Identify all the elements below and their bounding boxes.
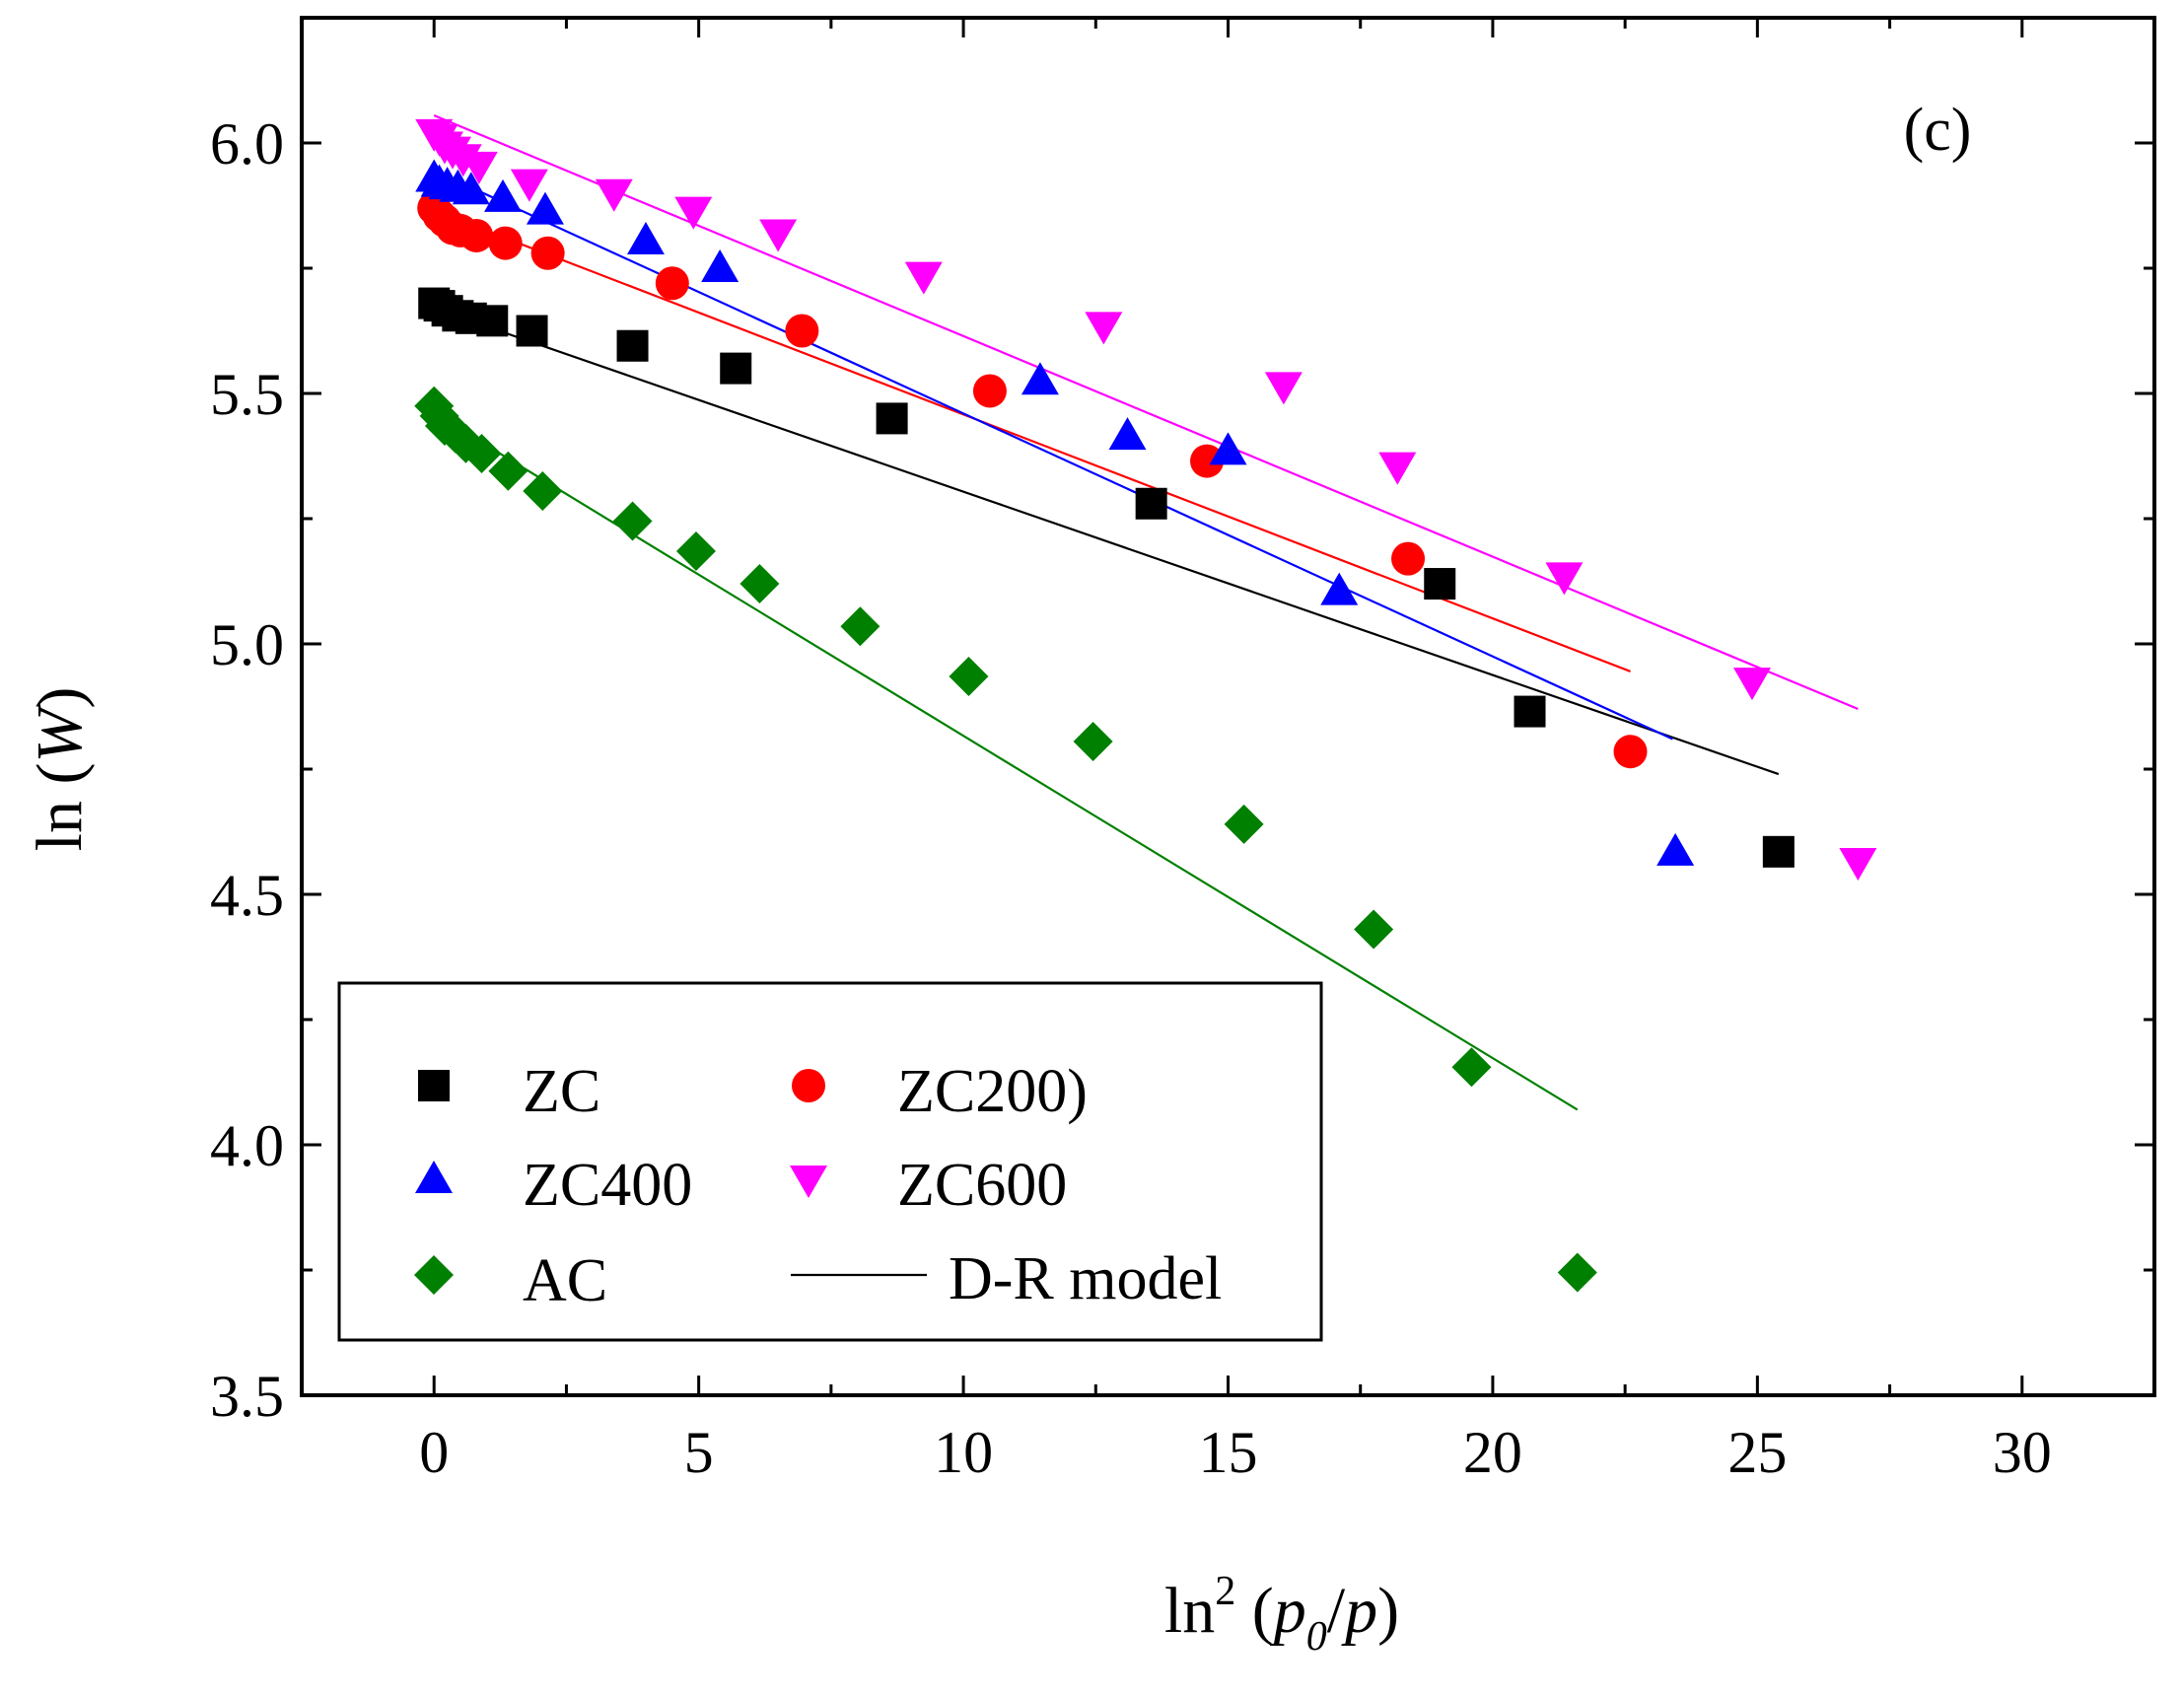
point-zc	[1424, 568, 1456, 601]
legend-label-zc200: ZC200)	[897, 1058, 1088, 1125]
y-tick-label: 5.5	[210, 362, 284, 427]
legend-label-zc: ZC	[523, 1058, 600, 1125]
point-zc600	[674, 196, 713, 230]
point-zc200	[972, 374, 1007, 408]
y-tick-label: 4.5	[210, 863, 284, 928]
point-zc600	[904, 261, 943, 295]
legend-label-zc600: ZC600	[897, 1152, 1067, 1219]
x-tick-label: 5	[684, 1420, 714, 1485]
point-zc200	[785, 314, 819, 348]
legend-label-dr-model: D-R model	[949, 1245, 1222, 1312]
point-ac	[840, 606, 881, 647]
x-tick-label: 0	[419, 1420, 449, 1485]
x-axis-label: ln2 (p0/p)	[1164, 1569, 1399, 1660]
point-zc600	[1839, 847, 1877, 881]
x-tick-label: 15	[1199, 1420, 1258, 1485]
fit-line-zc200	[433, 209, 1631, 672]
point-zc600	[459, 151, 498, 184]
point-zc600	[1378, 452, 1417, 485]
fit-line-zc400	[433, 169, 1673, 741]
x-tick-label: 20	[1463, 1420, 1522, 1485]
point-zc400	[626, 222, 665, 255]
point-ac	[1354, 909, 1394, 950]
point-zc	[476, 305, 509, 337]
point-ac	[1073, 722, 1113, 762]
x-tick-label: 10	[934, 1420, 993, 1485]
dr-model-fit-lines	[433, 114, 1859, 1111]
point-zc400	[452, 172, 490, 205]
series-zc400	[415, 159, 1695, 866]
point-zc	[1135, 487, 1167, 520]
point-zc600	[759, 219, 798, 252]
point-ac	[488, 451, 528, 491]
series-zc600	[415, 118, 1877, 881]
fit-line-zc600	[433, 114, 1859, 711]
point-zc	[876, 402, 908, 435]
point-zc	[616, 329, 649, 362]
point-zc400	[484, 178, 523, 212]
point-zc400	[1108, 417, 1147, 451]
point-zc	[720, 352, 752, 385]
legend-marker-zc200	[792, 1069, 825, 1102]
point-zc200	[530, 236, 565, 270]
point-ac	[523, 471, 563, 512]
point-zc400	[701, 249, 740, 282]
legend: ZC ZC200) ZC400 ZC600 AC D-R model	[337, 981, 1323, 1342]
legend-marker-zc	[418, 1070, 450, 1101]
legend-marker-zc400	[415, 1161, 453, 1193]
point-ac	[1451, 1047, 1492, 1088]
series-zc200	[417, 191, 1648, 769]
legend-label-zc400: ZC400	[523, 1152, 692, 1219]
point-zc	[1762, 835, 1795, 868]
point-zc	[516, 315, 548, 347]
point-zc200	[1391, 541, 1426, 576]
series-zc	[418, 287, 1795, 868]
legend-box	[337, 981, 1323, 1342]
point-zc600	[595, 178, 633, 212]
point-zc400	[1656, 832, 1695, 866]
point-zc200	[1190, 444, 1225, 478]
y-tick-label: 6.0	[210, 111, 284, 177]
legend-label-ac: AC	[523, 1247, 607, 1314]
series-ac	[414, 386, 1597, 1293]
point-zc	[1514, 695, 1546, 728]
point-zc200	[488, 226, 523, 260]
point-ac	[1557, 1252, 1597, 1293]
point-zc600	[1545, 562, 1584, 596]
point-ac	[949, 657, 989, 697]
data-points	[414, 118, 1877, 1293]
y-tick-label: 3.5	[210, 1364, 284, 1429]
point-zc200	[1613, 735, 1648, 769]
y-tick-labels: 3.5 4.0 4.5 5.0 5.5 6.0	[210, 111, 284, 1429]
legend-marker-ac	[414, 1255, 454, 1295]
x-tick-label: 25	[1727, 1420, 1787, 1485]
point-zc200	[655, 266, 689, 301]
point-zc400	[1320, 572, 1359, 605]
point-zc600	[1085, 312, 1123, 345]
y-tick-label: 4.0	[210, 1113, 284, 1178]
x-tick-labels: 0 5 10 15 20 25 30	[419, 1420, 2052, 1485]
y-axis-label: ln (W)	[24, 687, 96, 852]
point-ac	[675, 531, 716, 572]
point-zc600	[1732, 668, 1771, 701]
fit-line-zc	[433, 307, 1780, 776]
point-ac	[740, 564, 780, 604]
point-zc400	[526, 191, 564, 225]
y-tick-label: 5.0	[210, 612, 284, 677]
plot-frame	[300, 16, 2156, 1397]
panel-label: (c)	[1904, 97, 1972, 164]
point-zc600	[510, 169, 548, 202]
point-ac	[461, 433, 502, 473]
point-ac	[612, 501, 653, 541]
point-zc400	[1209, 432, 1247, 465]
point-ac	[1224, 804, 1264, 844]
point-zc600	[1264, 372, 1303, 405]
point-zc400	[1021, 362, 1059, 395]
legend-marker-zc600	[790, 1166, 827, 1198]
x-tick-label: 30	[1993, 1420, 2052, 1485]
point-zc200	[459, 218, 494, 252]
